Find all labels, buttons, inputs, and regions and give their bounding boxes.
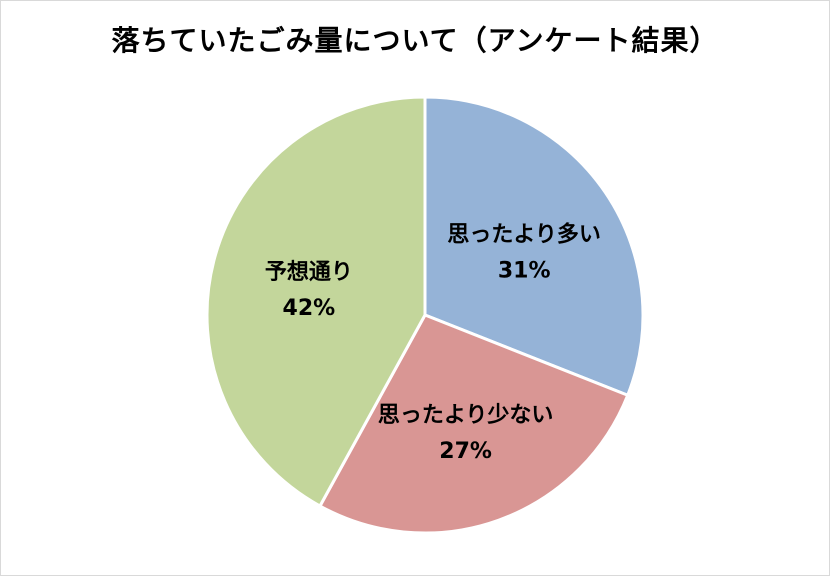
slice-category-label: 思ったより多い [447,222,601,248]
label-more: 思ったより多い 31% [447,222,601,284]
slice-less [318,313,630,535]
chart-title: 落ちていたごみ量について（アンケート結果） [111,24,719,57]
pie-labels: 思ったより多い 31% 思ったより少ない 27% 予想通り 42% [265,222,601,464]
slice-value-label: 27% [439,439,492,464]
pie-slices [205,95,645,535]
label-less: 思ったより少ない 27% [378,403,554,464]
label-expected: 予想通り 42% [265,260,353,321]
slice-value-label: 42% [283,296,336,321]
slice-value-label: 31% [498,259,551,284]
slice-more [423,95,645,397]
slice-category-label: 思ったより少ない [378,403,554,428]
slice-category-label: 予想通り [265,260,353,285]
slice-expected [205,95,427,508]
